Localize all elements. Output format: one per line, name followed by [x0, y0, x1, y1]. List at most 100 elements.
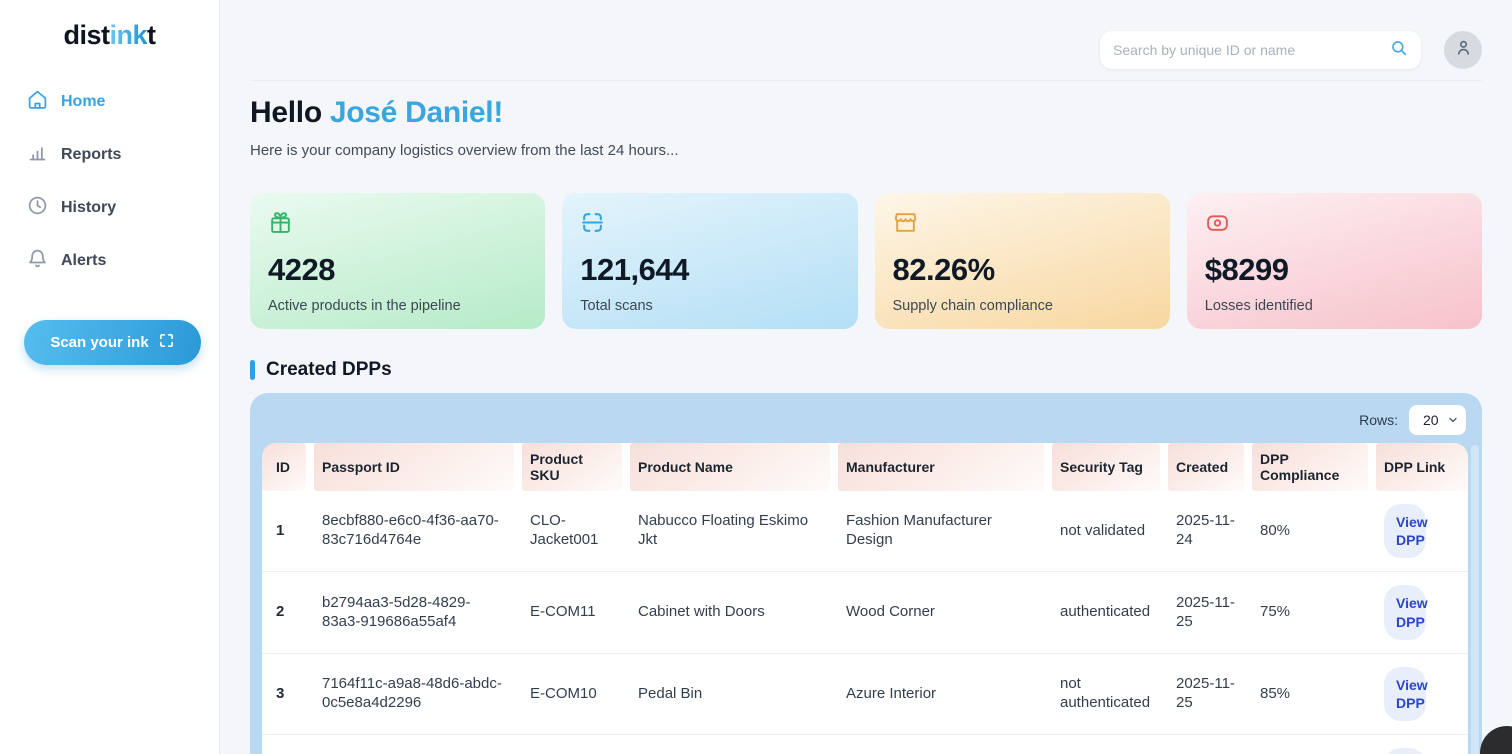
- search-input[interactable]: [1113, 42, 1390, 58]
- cell-manufacturer: Fashion Manufacturer Design: [846, 512, 992, 549]
- clock-icon: [27, 195, 48, 221]
- view-dpp-button[interactable]: View DPP: [1384, 748, 1426, 754]
- cell-dpp-link: View DPP: [1376, 654, 1468, 734]
- cell-id: 1: [276, 521, 285, 539]
- sidebar-item-reports[interactable]: Reports: [27, 142, 219, 168]
- section-title-text: Created DPPs: [266, 359, 392, 380]
- stat-card-active-products: 4228 Active products in the pipeline: [250, 193, 546, 329]
- table-body: 1 8ecbf880-e6c0-4f36-aa70-83c716d4764e C…: [262, 491, 1468, 754]
- stat-card-total-scans: 121,644 Total scans: [562, 193, 858, 329]
- dpp-table-container: Rows: 20 ID Passport ID Product SKU Prod…: [250, 393, 1482, 754]
- sidebar-nav: Home Reports History Alerts: [0, 89, 219, 274]
- column-header-created: Created: [1168, 443, 1244, 491]
- view-dpp-button[interactable]: View DPP: [1384, 666, 1428, 722]
- greeting-name: José Daniel!: [329, 96, 504, 129]
- sidebar-item-label: History: [61, 199, 117, 216]
- cell-created: 2025-11-29: [1168, 744, 1244, 754]
- sidebar-item-alerts[interactable]: Alerts: [27, 248, 219, 274]
- cell-dpp-link: View DPP: [1376, 491, 1468, 571]
- sidebar-item-home[interactable]: Home: [27, 89, 219, 115]
- sidebar-item-label: Home: [61, 93, 106, 110]
- cell-security-tag: not authenticated: [1060, 675, 1151, 711]
- stat-value: $8299: [1204, 252, 1289, 287]
- logo-suffix: t: [147, 20, 156, 50]
- sidebar-item-label: Alerts: [61, 252, 107, 269]
- scan-icon: [580, 213, 605, 239]
- rows-select-wrap: 20: [1409, 405, 1466, 435]
- page-title: Hello José Daniel!: [250, 96, 1482, 130]
- cell-dpp-link: View DPP: [1376, 572, 1468, 652]
- cell-compliance: 75%: [1260, 603, 1291, 621]
- cell-product-sku: E-COM11: [530, 603, 596, 621]
- stat-label: Supply chain compliance: [892, 298, 1053, 314]
- scan-button-label: Scan your ink: [50, 334, 149, 351]
- scan-your-ink-button[interactable]: Scan your ink: [24, 320, 201, 365]
- scan-frame-icon: [158, 332, 175, 353]
- dpp-table: ID Passport ID Product SKU Product Name …: [262, 443, 1468, 754]
- stat-cards: 4228 Active products in the pipeline 121…: [250, 193, 1482, 329]
- sidebar: distinkt Home Reports History Alerts Sca…: [0, 0, 220, 754]
- table-row: 2 b2794aa3-5d28-4829-83a3-919686a55af4 E…: [262, 572, 1468, 654]
- stat-card-compliance: 82.26% Supply chain compliance: [874, 193, 1170, 329]
- home-icon: [27, 89, 48, 115]
- stat-label: Active products in the pipeline: [268, 298, 461, 314]
- column-header-security-tag: Security Tag: [1052, 443, 1160, 491]
- column-header-dpp-link: DPP Link: [1376, 443, 1468, 491]
- sidebar-item-history[interactable]: History: [27, 195, 219, 221]
- table-row: 1 8ecbf880-e6c0-4f36-aa70-83c716d4764e C…: [262, 491, 1468, 573]
- cell-compliance: 85%: [1260, 684, 1291, 702]
- stat-card-losses: $8299 Losses identified: [1186, 193, 1482, 329]
- cell-passport-id: b2794aa3-5d28-4829-83a3-919686a55af4: [322, 593, 471, 630]
- section-title: Created DPPs: [250, 359, 1482, 381]
- greeting-hello: Hello: [250, 96, 330, 129]
- column-header-passport-id: Passport ID: [314, 443, 514, 491]
- cell-passport-id: 8ecbf880-e6c0-4f36-aa70-83c716d4764e: [322, 512, 499, 549]
- rows-label: Rows:: [1359, 412, 1398, 428]
- cell-manufacturer: Azure Interior: [846, 684, 937, 702]
- cell-created: 2025-11-24: [1176, 512, 1235, 549]
- search-icon[interactable]: [1390, 39, 1408, 62]
- cell-compliance: 80%: [1260, 521, 1291, 539]
- stat-label: Losses identified: [1204, 298, 1313, 314]
- column-header-product-name: Product Name: [630, 443, 830, 491]
- table-row: 3 7164f11c-a9a8-48d6-abdc-0c5e8a4d2296 E…: [262, 654, 1468, 736]
- cell-product-name: Pedal Bin: [638, 684, 703, 702]
- column-header-manufacturer: Manufacturer: [838, 443, 1044, 491]
- logo-accent: ink: [109, 20, 148, 50]
- cell-security-tag: not validated: [1060, 521, 1146, 539]
- stat-value: 4228: [268, 252, 335, 287]
- cell-product-sku: E-COM10: [530, 684, 597, 702]
- view-dpp-button[interactable]: View DPP: [1384, 585, 1428, 640]
- section-accent-bar: [250, 360, 255, 380]
- view-dpp-button[interactable]: View DPP: [1384, 504, 1428, 559]
- table-row: 4 3991659d-436b-4ed6-8d19-1ef4ce794b71 C…: [262, 735, 1468, 754]
- rows-per-page-select[interactable]: 20: [1409, 405, 1466, 435]
- logo-prefix: dist: [63, 20, 110, 50]
- column-header-product-sku: Product SKU: [522, 443, 622, 491]
- cell-id: 3: [276, 684, 285, 702]
- column-header-id: ID: [262, 443, 306, 491]
- table-header-row: ID Passport ID Product SKU Product Name …: [262, 443, 1468, 491]
- person-icon: [1454, 38, 1473, 62]
- main-content: Hello José Daniel! Here is your company …: [220, 0, 1512, 754]
- cell-manufacturer: Wood Corner: [846, 603, 935, 621]
- brand-logo: distinkt: [0, 20, 219, 51]
- cell-security-tag: authenticated: [1060, 603, 1151, 621]
- cell-id: 2: [276, 603, 285, 621]
- stat-value: 121,644: [580, 252, 689, 287]
- bar-chart-icon: [27, 142, 48, 168]
- cell-product-sku: CLO-Jacket001: [530, 512, 599, 549]
- cell-created: 2025-11-25: [1176, 593, 1235, 630]
- cell-product-name: Nabucco Floating Eskimo Jkt: [638, 512, 809, 549]
- topbar: [250, 0, 1482, 81]
- cell-product-name: Cabinet with Doors: [638, 603, 765, 621]
- bell-icon: [27, 248, 48, 274]
- store-icon: [893, 213, 918, 239]
- sidebar-item-label: Reports: [61, 146, 122, 163]
- page-subtitle: Here is your company logistics overview …: [250, 142, 679, 159]
- avatar[interactable]: [1444, 31, 1482, 69]
- table-scrollbar[interactable]: [1471, 445, 1479, 754]
- rows-per-page-control: Rows: 20: [262, 403, 1470, 437]
- column-header-dpp-compliance: DPP Compliance: [1252, 443, 1368, 491]
- search-bar[interactable]: [1100, 31, 1421, 69]
